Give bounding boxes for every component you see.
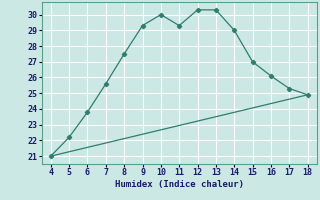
X-axis label: Humidex (Indice chaleur): Humidex (Indice chaleur) <box>115 180 244 189</box>
